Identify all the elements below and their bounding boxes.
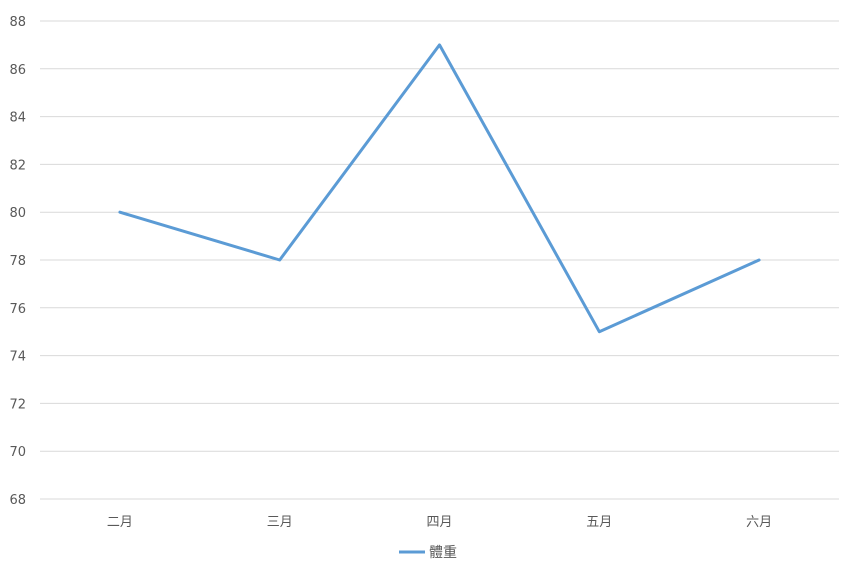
y-tick-label: 80 bbox=[9, 206, 26, 221]
x-tick-label: 三月 bbox=[267, 515, 293, 530]
y-tick-label: 78 bbox=[9, 254, 26, 269]
y-tick-label: 74 bbox=[9, 350, 26, 365]
y-tick-label: 84 bbox=[9, 111, 26, 126]
x-tick-label: 四月 bbox=[426, 515, 452, 530]
legend: 體重 bbox=[399, 545, 457, 561]
legend-label: 體重 bbox=[429, 545, 457, 561]
series-lines bbox=[118, 43, 761, 334]
series-line bbox=[118, 43, 761, 334]
y-tick-label: 72 bbox=[9, 397, 26, 412]
x-tick-label: 六月 bbox=[746, 515, 772, 530]
y-tick-label: 86 bbox=[9, 63, 26, 78]
y-tick-label: 82 bbox=[9, 158, 26, 173]
x-axis-ticks: 二月 三月 四月 五月 六月 bbox=[107, 515, 772, 530]
gridlines bbox=[40, 20, 839, 500]
x-tick-label: 五月 bbox=[586, 515, 612, 530]
y-tick-label: 70 bbox=[9, 445, 26, 460]
y-tick-label: 76 bbox=[9, 302, 26, 317]
y-tick-label: 88 bbox=[9, 15, 26, 30]
x-tick-label: 二月 bbox=[107, 515, 133, 530]
y-axis-ticks: 68 70 72 74 76 78 80 82 84 86 88 bbox=[9, 15, 26, 508]
y-tick-label: 68 bbox=[9, 493, 26, 508]
